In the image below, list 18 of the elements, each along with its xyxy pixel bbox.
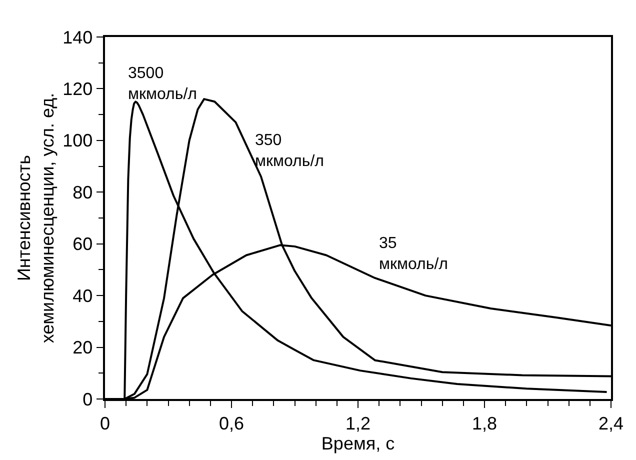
x-tick-label: 0,6 [218,413,244,434]
y-axis-title: Интенсивность хемилюминесценции, усл. ед. [14,92,58,344]
y-tick-label: 60 [72,234,93,254]
x-tick-label: 0 [100,413,110,434]
series-label: 350 мкмоль/л [255,132,324,170]
x-axis-title: Время, с [321,433,395,454]
y-tick-label: 80 [72,182,93,202]
series-label: 35 мкмоль/л [379,235,448,273]
x-tick-label: 1,8 [472,413,498,434]
y-tick-label: 100 [62,130,93,151]
y-tick-label: 40 [72,286,93,306]
x-tick-label: 2,4 [598,413,624,434]
x-tick-label: 1,2 [345,413,371,434]
y-tick-label: 120 [62,79,93,100]
y-tick-label: 20 [72,338,93,358]
y-tick-label: 140 [62,27,93,48]
series-label: 3500 мкмоль/л [128,65,197,103]
y-tick-label: 0 [82,389,93,410]
